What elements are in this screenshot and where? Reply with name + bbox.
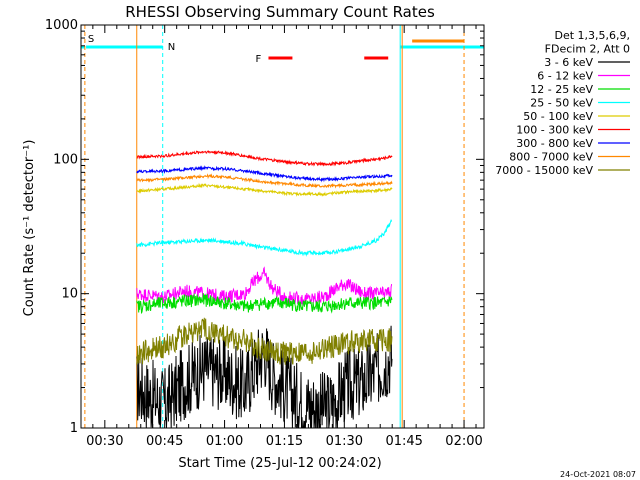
x-tick-label: 00:30: [86, 434, 123, 449]
x-tick-label: 01:30: [326, 434, 363, 449]
series-line-300-800-kev: [136, 165, 393, 183]
x-tick-label: 02:00: [445, 434, 482, 449]
legend-entry-label: 300 - 800 keV: [516, 137, 593, 150]
legend-entry-label: 6 - 12 keV: [537, 70, 593, 83]
series-line-100-300-kev: [136, 150, 393, 167]
y-axis-label: Count Rate (s⁻¹ detector⁻¹): [22, 140, 37, 317]
annotation-layer: S N F: [81, 25, 484, 428]
x-tick-label: 01:15: [266, 434, 303, 449]
axes-layer: 00:30 00:45 01:00 01:15 01:30 01:45 02:00 1 10 10…: [45, 18, 484, 449]
series-line-800-7000-kev: [136, 173, 393, 189]
legend: Det 1,3,5,6,9,FDecim 2, Att 03 - 6 keV6 …: [495, 29, 630, 177]
series-line-6-12-kev: [136, 266, 393, 307]
legend-entry-label: 50 - 100 keV: [523, 110, 593, 123]
y-tick-label: 1000: [45, 18, 78, 33]
y-tick-label: 1: [70, 421, 78, 436]
legend-header: FDecim 2, Att 0: [545, 43, 630, 56]
legend-entry-label: 100 - 300 keV: [516, 124, 593, 137]
series-line-12-25-kev: [136, 292, 393, 315]
y-tick-label: 10: [61, 287, 78, 302]
annotation-n-label: N: [168, 42, 175, 53]
legend-entry-label: 800 - 7000 keV: [509, 151, 593, 164]
legend-entry-label: 25 - 50 keV: [530, 97, 593, 110]
footer-date: 24-Oct-2021 08:07: [560, 470, 636, 479]
series-line-7000-15000-kev: [136, 317, 393, 365]
y-tick-label: 100: [53, 152, 78, 167]
legend-entry-label: 3 - 6 keV: [544, 56, 593, 69]
x-tick-label: 00:45: [146, 434, 183, 449]
series-layer: [136, 150, 393, 429]
annotation-s-label: S: [88, 34, 94, 45]
annotation-f-label: F: [255, 54, 261, 65]
x-axis-label: Start Time (25-Jul-12 00:24:02): [178, 456, 381, 471]
plot-frame: [80, 24, 485, 429]
series-line-25-50-kev: [136, 218, 393, 257]
x-tick-label: 01:45: [385, 434, 422, 449]
series-line-50-100-kev: [136, 182, 393, 197]
legend-entry-label: 7000 - 15000 keV: [495, 164, 593, 177]
legend-header: Det 1,3,5,6,9,: [554, 29, 630, 42]
legend-entry-label: 12 - 25 keV: [530, 83, 593, 96]
x-tick-label: 01:00: [206, 434, 243, 449]
chart-title: RHESSI Observing Summary Count Rates: [125, 3, 435, 21]
